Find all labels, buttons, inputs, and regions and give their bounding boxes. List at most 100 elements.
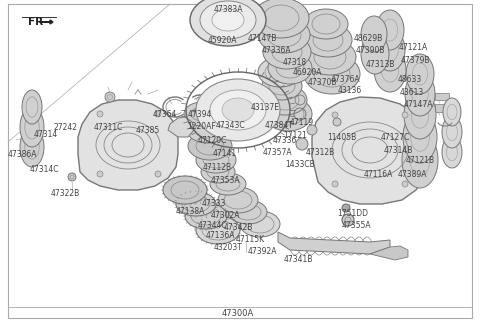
Ellipse shape <box>176 192 216 216</box>
Polygon shape <box>370 246 408 260</box>
Ellipse shape <box>403 111 437 163</box>
Ellipse shape <box>187 117 227 143</box>
Polygon shape <box>168 117 194 137</box>
Text: 47341B: 47341B <box>283 255 312 264</box>
Text: 47138A: 47138A <box>175 207 204 216</box>
Ellipse shape <box>253 0 309 38</box>
Ellipse shape <box>22 90 42 124</box>
Ellipse shape <box>376 10 404 50</box>
Ellipse shape <box>304 39 356 75</box>
Text: 47127C: 47127C <box>380 132 410 141</box>
Text: 47318: 47318 <box>283 58 307 67</box>
Text: 48633: 48633 <box>398 74 422 83</box>
Bar <box>435 104 449 112</box>
Text: 47121A: 47121A <box>398 43 428 52</box>
Text: 48629B: 48629B <box>353 33 383 43</box>
Circle shape <box>342 204 350 212</box>
Ellipse shape <box>196 216 240 244</box>
Ellipse shape <box>218 187 258 213</box>
Text: 47364: 47364 <box>153 109 177 118</box>
Text: 47322B: 47322B <box>50 190 80 198</box>
Text: 47385: 47385 <box>136 126 160 135</box>
Text: 47394: 47394 <box>188 109 212 118</box>
Ellipse shape <box>222 98 254 122</box>
Circle shape <box>342 214 354 226</box>
Ellipse shape <box>442 116 462 148</box>
Text: 47116A: 47116A <box>363 169 393 178</box>
Ellipse shape <box>263 35 311 69</box>
Text: 47376A: 47376A <box>330 74 360 83</box>
Text: 46920A: 46920A <box>292 68 322 77</box>
Ellipse shape <box>196 147 236 173</box>
Text: 47314B: 47314B <box>384 146 413 155</box>
Text: 47314C: 47314C <box>29 165 59 174</box>
Text: 47383A: 47383A <box>213 5 243 14</box>
Text: 17121: 17121 <box>283 130 307 139</box>
Ellipse shape <box>374 48 406 92</box>
Ellipse shape <box>200 1 256 39</box>
Ellipse shape <box>258 17 310 53</box>
Text: 27242: 27242 <box>54 122 78 131</box>
Text: 47336: 47336 <box>273 136 297 145</box>
Text: 47333: 47333 <box>202 198 226 207</box>
Circle shape <box>97 171 103 177</box>
Text: 47312B: 47312B <box>305 147 335 156</box>
Ellipse shape <box>185 203 227 229</box>
Circle shape <box>155 111 161 117</box>
Text: 47390B: 47390B <box>355 45 385 54</box>
Text: 47115K: 47115K <box>235 235 264 244</box>
Ellipse shape <box>406 54 434 94</box>
Text: 47389A: 47389A <box>397 169 427 178</box>
Text: 47384T: 47384T <box>264 120 293 129</box>
Text: 47342B: 47342B <box>223 223 252 232</box>
Circle shape <box>68 173 76 181</box>
Ellipse shape <box>212 9 244 31</box>
Text: 47392A: 47392A <box>247 248 277 257</box>
Text: 1220AF: 1220AF <box>188 121 216 130</box>
Ellipse shape <box>443 98 461 126</box>
Text: 45920A: 45920A <box>207 35 237 44</box>
Text: 47147B: 47147B <box>247 33 276 43</box>
Ellipse shape <box>304 23 352 57</box>
Text: 47379B: 47379B <box>400 55 430 64</box>
Circle shape <box>402 181 408 187</box>
Circle shape <box>155 171 161 177</box>
Text: 11405B: 11405B <box>327 132 357 141</box>
Ellipse shape <box>258 57 302 87</box>
Ellipse shape <box>262 72 302 100</box>
Ellipse shape <box>375 29 405 71</box>
Circle shape <box>333 118 341 126</box>
Ellipse shape <box>210 173 246 195</box>
Text: 43613: 43613 <box>400 88 424 97</box>
Text: 43136: 43136 <box>338 86 362 94</box>
Text: 47147A: 47147A <box>403 99 433 109</box>
Text: 47336A: 47336A <box>261 45 291 54</box>
Ellipse shape <box>20 107 44 147</box>
Text: 47313B: 47313B <box>365 60 395 69</box>
Ellipse shape <box>184 102 220 126</box>
Ellipse shape <box>402 132 438 188</box>
Text: 47344C: 47344C <box>197 221 227 230</box>
Bar <box>435 93 449 100</box>
Circle shape <box>332 112 338 118</box>
Ellipse shape <box>361 16 387 52</box>
Ellipse shape <box>163 176 207 204</box>
Ellipse shape <box>264 97 312 131</box>
Text: 47357A: 47357A <box>262 147 292 156</box>
Ellipse shape <box>304 54 360 94</box>
Ellipse shape <box>229 200 267 224</box>
Ellipse shape <box>263 85 307 115</box>
Circle shape <box>105 92 115 102</box>
Polygon shape <box>278 232 390 254</box>
Polygon shape <box>78 100 178 190</box>
Text: 43203T: 43203T <box>214 242 242 251</box>
Text: 47314: 47314 <box>34 129 58 138</box>
Text: 47386A: 47386A <box>7 149 37 158</box>
Ellipse shape <box>196 79 280 141</box>
Text: 47311C: 47311C <box>93 122 123 131</box>
Circle shape <box>332 181 338 187</box>
Ellipse shape <box>442 136 462 168</box>
Ellipse shape <box>240 211 280 237</box>
Text: 47300A: 47300A <box>222 308 254 317</box>
Circle shape <box>307 125 317 135</box>
